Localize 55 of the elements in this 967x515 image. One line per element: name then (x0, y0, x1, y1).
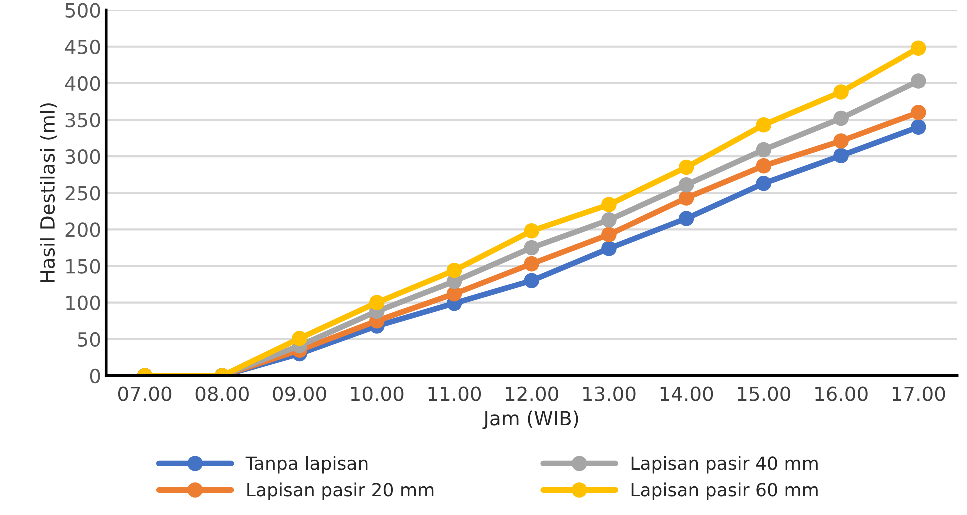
point (834, 148, 849, 164)
point (602, 227, 617, 242)
x-tick-label: 07.00 (118, 386, 172, 402)
point (524, 240, 540, 256)
point (678, 190, 694, 206)
point (446, 263, 462, 278)
x-tick-label: 09.00 (273, 386, 326, 402)
y-tick-label: 250 (66, 186, 100, 201)
y-tick-label: 200 (66, 222, 100, 238)
legend-label: Lapisan pasir 40 mm (632, 456, 818, 474)
x-tick-label: 17.00 (892, 386, 946, 402)
point (756, 158, 772, 174)
point (834, 134, 849, 149)
y-tick-label: 0 (90, 368, 100, 384)
point (678, 177, 694, 193)
x-tick-label: 13.00 (584, 386, 636, 402)
point (602, 212, 617, 228)
point (678, 211, 694, 226)
point (602, 241, 617, 256)
point (756, 142, 772, 158)
x-tick-label: 15.00 (738, 386, 790, 402)
x-tick-label: 10.00 (351, 386, 404, 402)
point (834, 110, 849, 126)
point (911, 120, 926, 135)
point (911, 74, 926, 89)
y-tick-label: 500 (66, 3, 100, 18)
x-tick-label: 11.00 (428, 386, 482, 402)
x-tick-label: 08.00 (196, 386, 249, 402)
point (756, 176, 772, 192)
y-axis-title: Hasil Destilasi (ml) (40, 104, 58, 282)
point (524, 224, 540, 239)
point (756, 117, 772, 133)
point (834, 84, 849, 100)
y-tick-label: 50 (78, 332, 100, 348)
y-tick-label: 300 (66, 150, 100, 164)
point (369, 295, 385, 310)
point (911, 40, 926, 56)
legend-label: Tanpa lapisan (246, 456, 368, 474)
y-tick-label: 400 (65, 76, 100, 92)
point (602, 197, 617, 212)
point (524, 256, 540, 272)
legend-label: Lapisan pasir 20 mm (248, 482, 434, 500)
point (911, 105, 926, 120)
x-tick-label: 14.00 (660, 386, 714, 402)
point (292, 331, 308, 346)
y-tick-label: 150 (66, 259, 100, 274)
x-tick-label: 12.00 (506, 386, 558, 402)
y-tick-label: 100 (66, 296, 100, 310)
y-tick-label: 350 (66, 112, 100, 128)
point (524, 273, 540, 289)
legend-label: Lapisan pasir 60 mm (632, 482, 818, 500)
y-tick-label: 450 (65, 40, 100, 55)
x-tick-label: 16.00 (816, 386, 868, 402)
x-axis-title: Jam (WIB) (482, 410, 578, 430)
point (678, 160, 694, 176)
